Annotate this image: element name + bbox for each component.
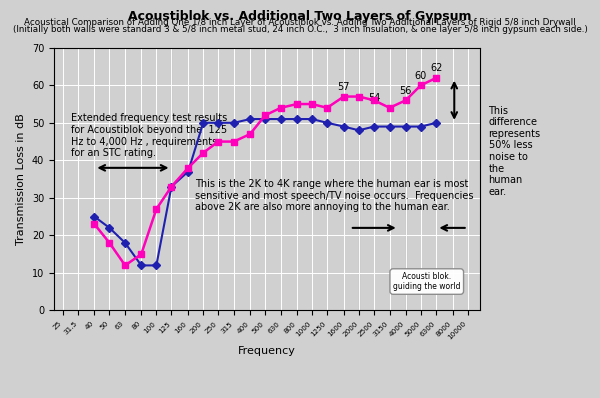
Text: 57: 57 — [338, 82, 350, 92]
Text: 56: 56 — [400, 86, 412, 96]
Text: Acoustical Comparison of Adding One 1/8 inch Layer of Acoustiblok vs. Adding Two: Acoustical Comparison of Adding One 1/8 … — [24, 18, 576, 27]
Y-axis label: Transmission Loss in dB: Transmission Loss in dB — [16, 113, 26, 245]
Text: This
difference
represents
50% less
noise to
the
human
ear.: This difference represents 50% less nois… — [488, 105, 541, 197]
Text: Extended frequency test results
for Acoustiblok beyond the  125
Hz to 4,000 Hz ,: Extended frequency test results for Acou… — [71, 113, 227, 158]
Text: This is the 2K to 4K range where the human ear is most
sensitive and most speech: This is the 2K to 4K range where the hum… — [194, 179, 473, 212]
Text: Acoustiblok vs. Additional Two Layers of Gypsum: Acoustiblok vs. Additional Two Layers of… — [128, 10, 472, 23]
Text: 54: 54 — [368, 93, 380, 103]
Text: Acousti blok.
guiding the world: Acousti blok. guiding the world — [393, 272, 461, 291]
Text: 62: 62 — [430, 63, 443, 73]
Legend: -(Lab Test # KG-163) STC50 - 4 Layers of 5/8 inch Gypsum, -(Lab Test # TL04-274): -(Lab Test # KG-163) STC50 - 4 Layers of… — [0, 396, 508, 398]
Text: (Initially both walls were standard 3 & 5/8 inch metal stud, 24 inch O.C.,  3 in: (Initially both walls were standard 3 & … — [13, 25, 587, 35]
X-axis label: Frequency: Frequency — [238, 346, 296, 356]
Text: 60: 60 — [415, 71, 427, 81]
